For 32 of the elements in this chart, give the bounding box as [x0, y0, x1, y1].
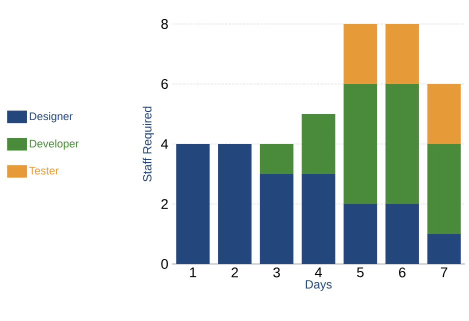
x-tick-label: 7 — [440, 268, 448, 278]
y-tick-label: 8 — [161, 19, 168, 29]
y-axis-title: Staff Required — [142, 106, 154, 182]
legend-label: Tester — [29, 166, 59, 174]
x-tick-label: 1 — [190, 268, 196, 278]
bar — [427, 144, 461, 234]
x-tick-label: 6 — [399, 268, 406, 278]
bar — [218, 144, 252, 264]
bar — [427, 234, 461, 264]
y-tick-label: 6 — [161, 79, 168, 89]
y-tick-label: 2 — [161, 199, 168, 209]
bar — [260, 174, 294, 264]
x-tick-label: 4 — [314, 268, 322, 278]
bar — [302, 174, 336, 264]
bar — [344, 24, 378, 84]
bar — [385, 24, 419, 84]
bar — [344, 204, 378, 264]
x-tick-label: 5 — [357, 268, 364, 278]
x-axis-title: Days — [306, 280, 332, 291]
legend-label: Developer — [30, 139, 79, 150]
x-tick-label: 2 — [232, 268, 238, 278]
bar — [302, 114, 336, 174]
x-tick-label: 3 — [273, 268, 280, 278]
legend-label: Designer — [30, 112, 73, 122]
y-tick-label: 0 — [161, 259, 168, 269]
bar — [385, 84, 419, 204]
y-tick-label: 4 — [161, 139, 168, 149]
bar — [176, 144, 210, 264]
bar — [344, 84, 378, 204]
bar — [385, 204, 419, 264]
bar — [260, 144, 294, 174]
bar — [427, 84, 461, 144]
